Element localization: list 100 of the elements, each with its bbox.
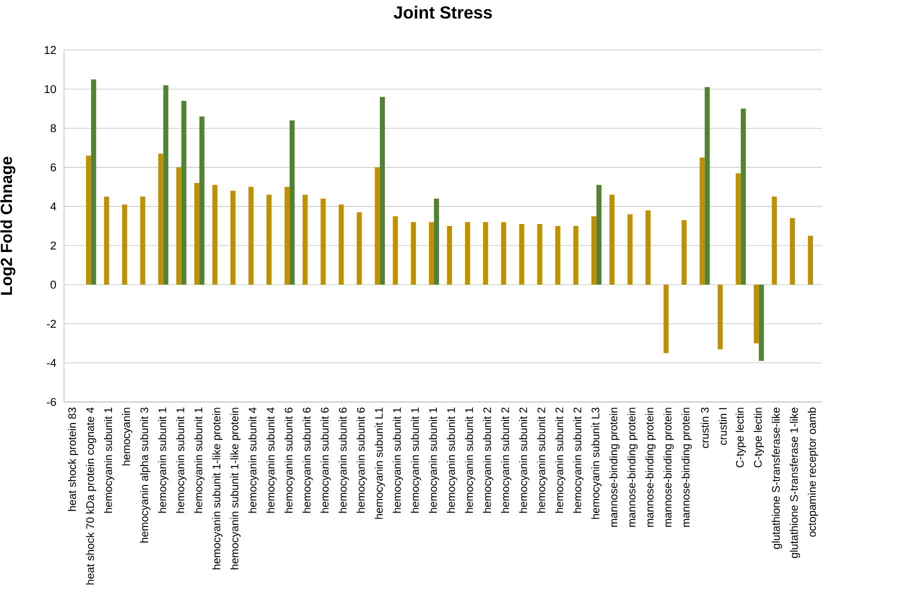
bar <box>230 190 236 285</box>
bar <box>338 204 344 285</box>
bar <box>158 154 164 285</box>
bar <box>199 116 204 285</box>
x-tick-label: hemocyanin subunit 2 <box>519 408 530 513</box>
bar <box>718 284 723 350</box>
bar <box>176 167 182 285</box>
bar <box>86 156 92 285</box>
y-tick-label: 2 <box>50 242 56 250</box>
x-tick-label: mannose-binding protein <box>645 408 656 527</box>
bar <box>519 224 524 285</box>
bar <box>194 182 200 285</box>
x-tick-label: hemocyanin subunit 2 <box>501 408 512 513</box>
bar <box>591 216 596 285</box>
x-tick-label: hemocyanin subunit 1 <box>392 408 403 513</box>
bar <box>284 186 290 285</box>
bar <box>483 222 488 285</box>
bar <box>645 210 651 285</box>
bar <box>740 108 746 285</box>
x-tick-label: hemocyanin subunit 6 <box>338 408 349 513</box>
bar <box>374 167 380 285</box>
bar <box>163 85 168 285</box>
x-tick-label: glutathione S-transferase 1-like <box>790 408 800 558</box>
bar <box>627 214 632 285</box>
x-tick-label: hemocyanin subunit 1 <box>158 408 168 513</box>
x-tick-label: hemocyanin subunit 1 <box>464 408 476 513</box>
x-tick-label: hemocyanin subunit 2 <box>555 408 566 513</box>
bar <box>736 173 741 285</box>
y-tick-label: 4 <box>50 202 56 210</box>
bar <box>392 216 398 285</box>
bar <box>772 196 777 285</box>
x-tick-label: hemocyanin subunit 1-like protein <box>212 408 223 570</box>
x-tick-label: C-type lectin <box>736 408 746 468</box>
x-tick-label: hemocyanin alpha subunit 3 <box>140 408 150 542</box>
y-tick-label: 8 <box>50 124 56 132</box>
bar <box>212 184 218 285</box>
x-tick-label: hemocyanin subunit 1 <box>446 408 458 513</box>
bar <box>596 184 602 285</box>
x-tick-label: hemocyanin subunit 4 <box>266 407 277 513</box>
bar <box>356 212 362 285</box>
bar <box>104 196 110 285</box>
x-tick-label: C-type lectin <box>754 408 764 468</box>
x-tick-label: glutathione S-transferase-like <box>772 408 782 549</box>
x-tick-label: mannose-binding protein <box>627 408 638 527</box>
bar <box>664 284 669 354</box>
bar <box>790 218 795 285</box>
x-tick-label: hemocyanin subunit 1 <box>410 408 422 513</box>
bar <box>122 204 128 285</box>
x-tick-label: hemocyanin subunit 6 <box>302 408 313 513</box>
x-tick-label: hemocyanin subunit 6 <box>284 408 295 513</box>
bar <box>609 194 614 285</box>
x-tick-label: hemocyanin subunit 1-like protein <box>230 408 241 570</box>
x-tick-label: hemocyanin subunit 1 <box>428 408 440 513</box>
bar <box>537 224 542 285</box>
bar <box>808 236 813 285</box>
bar <box>320 198 326 285</box>
x-tick-label: hemocyanin <box>122 408 132 466</box>
x-tick-label: hemocyanin subunit 2 <box>483 408 494 513</box>
x-tick-label: hemocyanin subunit L1 <box>374 408 385 519</box>
x-tick-label: hemocyanin subunit 2 <box>537 408 548 513</box>
bar <box>704 87 710 285</box>
bar <box>140 196 146 285</box>
bar <box>555 226 560 285</box>
bar <box>266 194 272 285</box>
bar <box>758 284 764 361</box>
x-tick-label: mannose-binding protein <box>663 408 674 527</box>
bar <box>410 222 416 285</box>
x-tick-label: hemocyanin subunit 4 <box>248 407 259 513</box>
bar <box>573 226 578 285</box>
bar <box>446 226 452 285</box>
x-tick-label: hemocyanin subunit L3 <box>591 408 602 519</box>
x-tick-label: mannose-binding protein <box>609 408 620 527</box>
bar <box>682 220 687 285</box>
x-tick-label: heat shock 70 kDa protein cognate 4 <box>86 407 96 584</box>
bar <box>248 186 254 285</box>
x-tick-label: heat shock protein 83 <box>68 408 78 511</box>
y-tick-label: 12 <box>44 46 56 54</box>
bar <box>501 222 506 285</box>
x-tick-label: crustin 3 <box>700 408 709 448</box>
x-tick-label: mannose-binding protein <box>682 408 692 527</box>
x-tick-label: hemocyanin subunit 1 <box>176 408 186 513</box>
bar <box>290 120 295 285</box>
bar <box>302 194 308 285</box>
x-tick-label: octopamine receptor oamb <box>808 408 818 537</box>
bar <box>91 79 96 285</box>
y-axis-title: Log2 Fold Chnage <box>0 156 16 295</box>
bar <box>434 198 440 285</box>
x-tick-label: crustin I <box>718 408 727 445</box>
y-tick-label: -6 <box>46 398 56 406</box>
y-tick-label: 0 <box>50 280 56 289</box>
bar <box>754 284 759 344</box>
y-tick-label: 6 <box>50 163 56 172</box>
x-tick-label: hemocyanin subunit 1 <box>194 408 204 513</box>
bar <box>465 222 470 285</box>
y-tick-label: -4 <box>46 358 56 367</box>
x-tick-label: hemocyanin subunit 1 <box>104 408 114 513</box>
chart-title: Joint Stress <box>394 6 492 19</box>
x-tick-label: hemocyanin subunit 2 <box>573 408 584 513</box>
bar <box>181 100 186 285</box>
x-tick-label: hemocyanin subunit 6 <box>356 408 367 513</box>
